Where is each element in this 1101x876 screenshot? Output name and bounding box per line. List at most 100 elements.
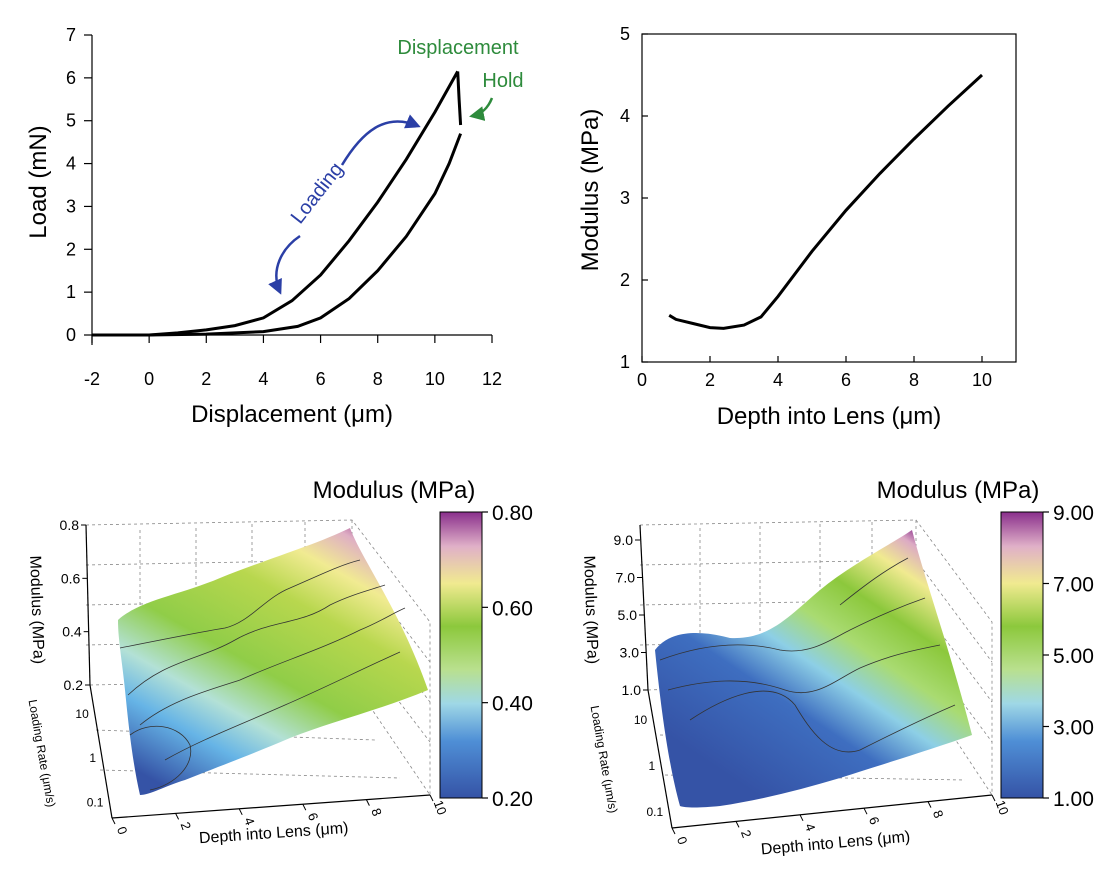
colorbar-tick-label: 5.00 bbox=[1053, 645, 1094, 668]
loading-arrow-icon bbox=[268, 234, 301, 295]
z-axis bbox=[639, 524, 649, 691]
y-tick-label: 4 bbox=[620, 106, 630, 126]
y-tick-label: 2 bbox=[66, 239, 76, 259]
x-tick-label: -2 bbox=[84, 369, 100, 389]
y-tick-label: 1 bbox=[649, 759, 656, 773]
colorbar-tick-label: 1.00 bbox=[1053, 788, 1094, 811]
modulus-surface bbox=[118, 528, 428, 795]
x-axis-label: Depth into Lens (μm) bbox=[198, 820, 349, 847]
x-tick-label: 0 bbox=[114, 824, 131, 836]
colorbar-tick-label: 7.00 bbox=[1053, 574, 1094, 597]
colorbar bbox=[439, 511, 483, 799]
z-tick-label: 0.4 bbox=[62, 624, 82, 640]
colorbar-tick-label: 0.60 bbox=[492, 597, 533, 620]
x-axis bbox=[671, 794, 993, 829]
y-tick-label: 5 bbox=[66, 111, 76, 131]
hold-annotation: Hold bbox=[482, 70, 523, 92]
contour-lines bbox=[119, 559, 406, 791]
modulus-curve bbox=[668, 73, 984, 330]
x-axis-label: Depth into Lens (μm) bbox=[717, 403, 942, 430]
y-axis-label: Loading Rate (μm/s) bbox=[26, 698, 59, 808]
y-tick-label: 10 bbox=[75, 707, 89, 721]
y-axis-label: Load (mN) bbox=[25, 125, 52, 238]
x-tick-label: 6 bbox=[316, 369, 326, 389]
colorbar-title: Modulus (MPa) bbox=[313, 477, 476, 504]
x-tick bbox=[671, 827, 676, 835]
x-tick bbox=[238, 808, 243, 816]
x-tick bbox=[863, 807, 868, 815]
x-tick bbox=[302, 803, 307, 811]
x-tick bbox=[991, 794, 996, 802]
x-tick-label: 6 bbox=[866, 815, 883, 827]
z-tick-label: 5.0 bbox=[618, 607, 638, 623]
colorbar-tick-label: 0.20 bbox=[492, 788, 533, 811]
x-tick-label: 6 bbox=[305, 811, 322, 823]
x-tick-label: 2 bbox=[178, 820, 195, 832]
y-tick-label: 0 bbox=[66, 325, 76, 345]
x-tick bbox=[365, 799, 370, 806]
hold-segment bbox=[456, 71, 463, 126]
y-tick-label: 1 bbox=[89, 751, 96, 765]
y-axis bbox=[647, 689, 673, 829]
colorbar-tick-label: 9.00 bbox=[1053, 502, 1094, 525]
x-tick-label: 10 bbox=[993, 798, 1012, 817]
x-tick-label: 0 bbox=[637, 370, 647, 390]
x-tick bbox=[735, 821, 740, 828]
z-tick-label: 1.0 bbox=[622, 682, 642, 698]
x-tick-label: 10 bbox=[972, 370, 992, 390]
x-tick-label: 10 bbox=[431, 798, 450, 817]
x-tick-label: 6 bbox=[841, 370, 851, 390]
x-tick-label: 8 bbox=[909, 370, 919, 390]
y-tick-label: 5 bbox=[620, 24, 630, 44]
z-tick-label: 0.2 bbox=[64, 677, 84, 693]
colorbar bbox=[1000, 511, 1044, 799]
x-axis-label: Depth into Lens (μm) bbox=[760, 829, 911, 859]
y-tick-label: 1 bbox=[620, 352, 630, 372]
x-tick-label: 0 bbox=[674, 834, 691, 846]
modulus-surface bbox=[655, 530, 972, 808]
y-axis bbox=[89, 684, 113, 819]
x-tick bbox=[175, 813, 180, 820]
y-tick-label: 2 bbox=[620, 270, 630, 290]
x-tick-label: 8 bbox=[930, 808, 947, 820]
colorbar-tick-label: 0.80 bbox=[492, 502, 533, 525]
z-tick-label: 9.0 bbox=[614, 532, 634, 548]
colorbar-tick-label: 3.00 bbox=[1053, 717, 1094, 740]
y-axis-label: Loading Rate (μm/s) bbox=[588, 704, 621, 814]
surface-plot-high-modulus: 0 2 4 6 8 10 0.1 1 10 1.0 3.0 5.0 7.0 9.0 Depth int… bbox=[580, 477, 1094, 859]
y-tick-label: 4 bbox=[66, 154, 76, 174]
y-tick-label: 3 bbox=[66, 196, 76, 216]
y-tick-label: 7 bbox=[66, 25, 76, 45]
colorbar-tick-label: 0.40 bbox=[492, 693, 533, 716]
x-tick-label: 8 bbox=[368, 806, 385, 818]
y-tick-label: 10 bbox=[634, 713, 648, 727]
x-tick-label: 4 bbox=[773, 370, 783, 390]
loading-curve bbox=[92, 70, 460, 337]
y-axis-label: Modulus (MPa) bbox=[577, 109, 604, 272]
y-tick-label: 0.1 bbox=[87, 795, 104, 809]
z-tick-label: 7.0 bbox=[616, 570, 636, 586]
y-tick-label: 3 bbox=[620, 188, 630, 208]
plot-frame bbox=[641, 33, 1017, 363]
x-tick bbox=[111, 817, 116, 825]
x-tick-label: 2 bbox=[705, 370, 715, 390]
z-axis-label: Modulus (MPa) bbox=[580, 555, 601, 664]
unloading-curve bbox=[92, 133, 463, 337]
x-axis bbox=[111, 794, 431, 819]
contour-lines bbox=[659, 557, 956, 753]
x-tick-label: 2 bbox=[738, 828, 755, 840]
x-tick-label: 10 bbox=[425, 369, 445, 389]
x-tick-label: 4 bbox=[258, 369, 268, 389]
z-tick-label: 0.8 bbox=[60, 517, 80, 533]
loading-arrow-icon bbox=[340, 114, 421, 166]
hold-arrow-icon bbox=[469, 97, 494, 121]
x-tick-label: 4 bbox=[802, 821, 819, 833]
y-tick-label: 0.1 bbox=[647, 805, 664, 819]
y-tick-label: 1 bbox=[66, 282, 76, 302]
x-tick bbox=[799, 814, 804, 822]
x-tick bbox=[429, 794, 434, 802]
z-axis bbox=[85, 524, 91, 686]
